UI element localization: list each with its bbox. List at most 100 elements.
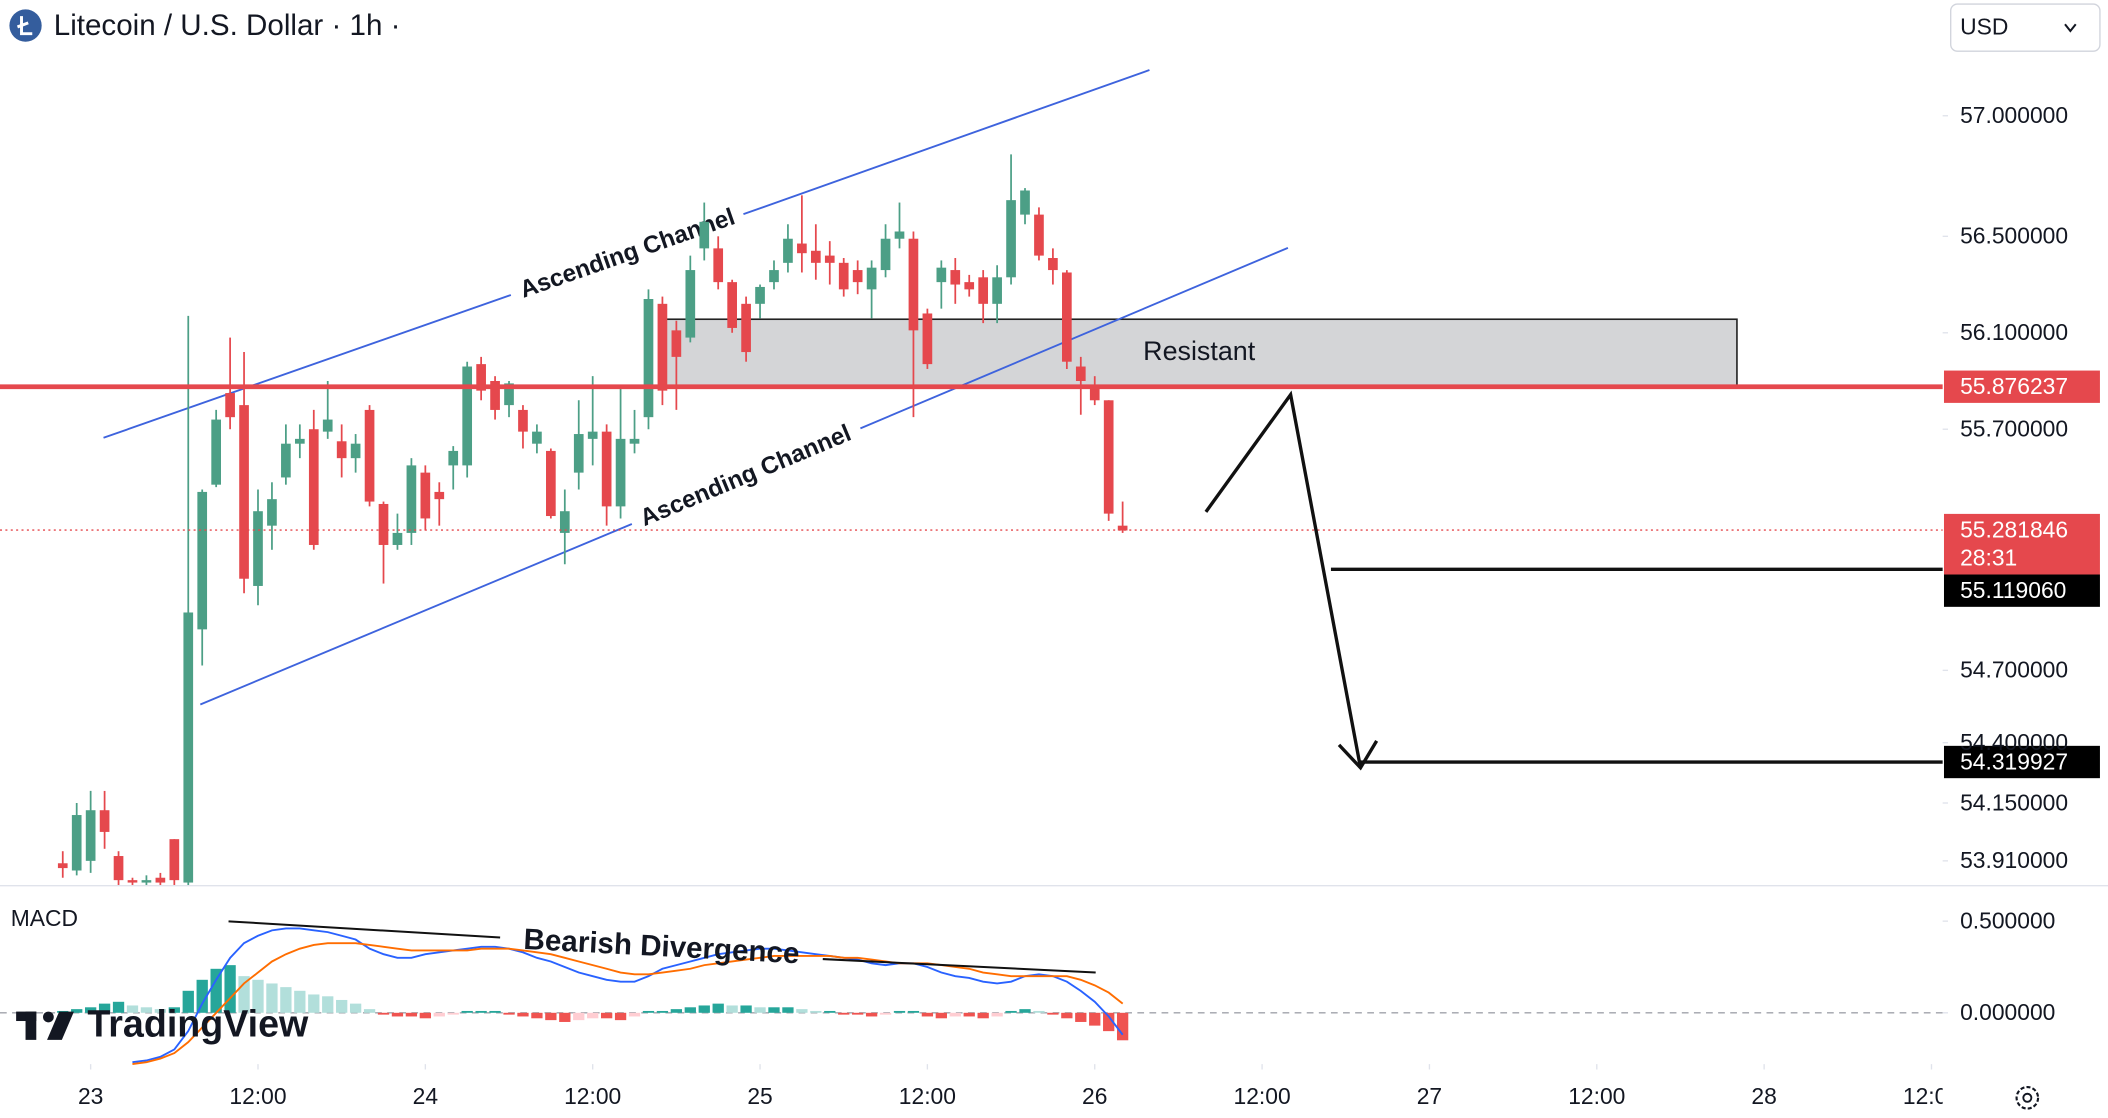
candle-body [601,431,612,507]
channel-line [103,294,512,439]
candle-body [1048,258,1058,271]
histogram-bar [112,1001,125,1013]
candle-body [392,532,403,545]
histogram-bar [517,1012,529,1017]
macd-pane [0,927,1943,1066]
histogram-bar [921,1012,934,1017]
histogram-bar [614,1012,627,1021]
resistance-label: Resistant [1143,336,1256,366]
dropdown-chevron[interactable] [2064,23,2077,33]
candle-body [1020,190,1030,215]
x-tick-label: 12:00 [1568,1083,1625,1109]
histogram-bar [754,1007,766,1013]
histogram-bar [1089,1012,1101,1026]
candle-body [350,443,361,459]
candle-body [699,221,710,249]
candle-body [727,282,737,328]
histogram-bar [824,1010,836,1013]
histogram-bar [1005,1010,1017,1013]
currency-dropdown[interactable]: USD [1950,3,2101,52]
histogram-bar [587,1012,599,1019]
histogram-bar [935,1012,947,1019]
histogram-bar [628,1012,641,1017]
histogram-bar [656,1010,669,1013]
candle-body [448,450,459,466]
target-tag [1943,574,2100,607]
candle-body [518,409,528,432]
macd-line [132,942,1124,1066]
histogram-bar [224,965,236,1013]
candle-body [783,238,793,263]
coin-icon-glyph [16,16,33,36]
y-tick-label: 57.000000 [1960,102,2068,128]
histogram-bar [154,1009,167,1013]
candle-body [936,267,947,283]
histogram-bar [865,1012,878,1017]
settings-button[interactable] [2015,1085,2040,1110]
candle-body [267,499,277,526]
histogram-bar [461,1010,473,1013]
histogram-bar [559,1012,571,1022]
candle-body [797,243,807,254]
price-pane [0,154,1943,885]
candle-body [406,465,417,533]
histogram-bar [85,1007,97,1013]
histogram-bar [419,1012,431,1019]
histogram-bar [879,1012,892,1015]
candle-body [169,839,180,881]
candle-body [978,277,989,304]
y-tick-label: 56.100000 [1960,319,2068,345]
candle-body [225,393,235,418]
dropdown-box[interactable] [1950,3,2101,52]
projection-arrow [1204,390,1363,769]
candle-body [587,431,598,439]
candle-body [420,472,431,519]
candle-body [922,313,933,365]
macd-label: MACD [11,905,78,931]
histogram-bar [489,1010,501,1013]
candle-body [685,270,696,338]
histogram-bar [126,1005,139,1013]
candle-body [769,270,779,283]
dropdown-value[interactable]: USD [1960,13,2008,39]
histogram-bar [140,1007,153,1013]
settings-gear[interactable] [2015,1085,2040,1110]
last-price-tag [1943,513,2100,575]
histogram-bar [796,1009,808,1013]
histogram-bar [712,1003,724,1013]
histogram-bar [740,1005,752,1013]
level-tag-text: 55.876237 [1960,373,2068,399]
x-tick-label: 12:00 [1234,1083,1291,1109]
candle-body [211,419,221,485]
x-tick-label: 12:00 [229,1083,286,1109]
candle-body [810,250,821,263]
candle-body [141,880,152,883]
histogram-bar [726,1005,738,1013]
x-tick-label: 26 [1082,1083,1107,1109]
divergence-line [228,920,501,939]
candle-body [866,267,877,290]
divergence-line [822,958,1096,974]
candle-body [992,277,1002,304]
candle-body [1089,388,1100,401]
candle-body [113,856,124,881]
candle-body [490,380,500,410]
y-tick-label: 56.500000 [1960,223,2068,249]
histogram-bar [670,1009,683,1013]
candle-body [573,434,584,473]
candle-body [755,286,765,304]
candle-body [546,450,556,517]
candle-body [1062,272,1072,362]
histogram-bar [447,1012,459,1015]
x-tick-label: 12:00 [564,1083,621,1109]
histogram-bar [642,1010,655,1013]
settings-gear-center[interactable] [2022,1092,2033,1103]
histogram-bar [698,1005,710,1013]
candle-body [615,438,626,507]
level-tag [1943,370,2100,403]
logo-mark [43,1011,54,1023]
histogram-bar [600,1012,613,1019]
histogram-bar [294,990,306,1013]
candle-body [71,815,82,871]
candle-body [364,409,375,502]
